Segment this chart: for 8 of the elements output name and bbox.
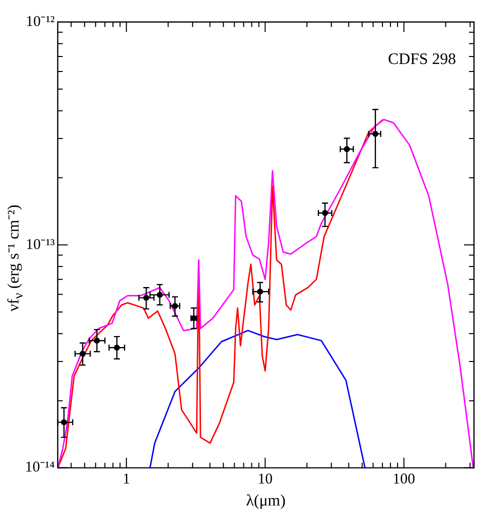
x-tick-label: 1 xyxy=(122,472,130,488)
y-tick-label: 10⁻¹² xyxy=(26,14,56,30)
x-axis-title: λ(μm) xyxy=(246,492,286,510)
annotation: CDFS 298 xyxy=(388,51,456,68)
y-tick-label: 10⁻¹³ xyxy=(26,236,56,253)
x-tick-label: 10 xyxy=(258,472,273,488)
y-tick-label: 10⁻¹⁴ xyxy=(24,460,55,476)
x-tick-label: 100 xyxy=(392,472,416,488)
